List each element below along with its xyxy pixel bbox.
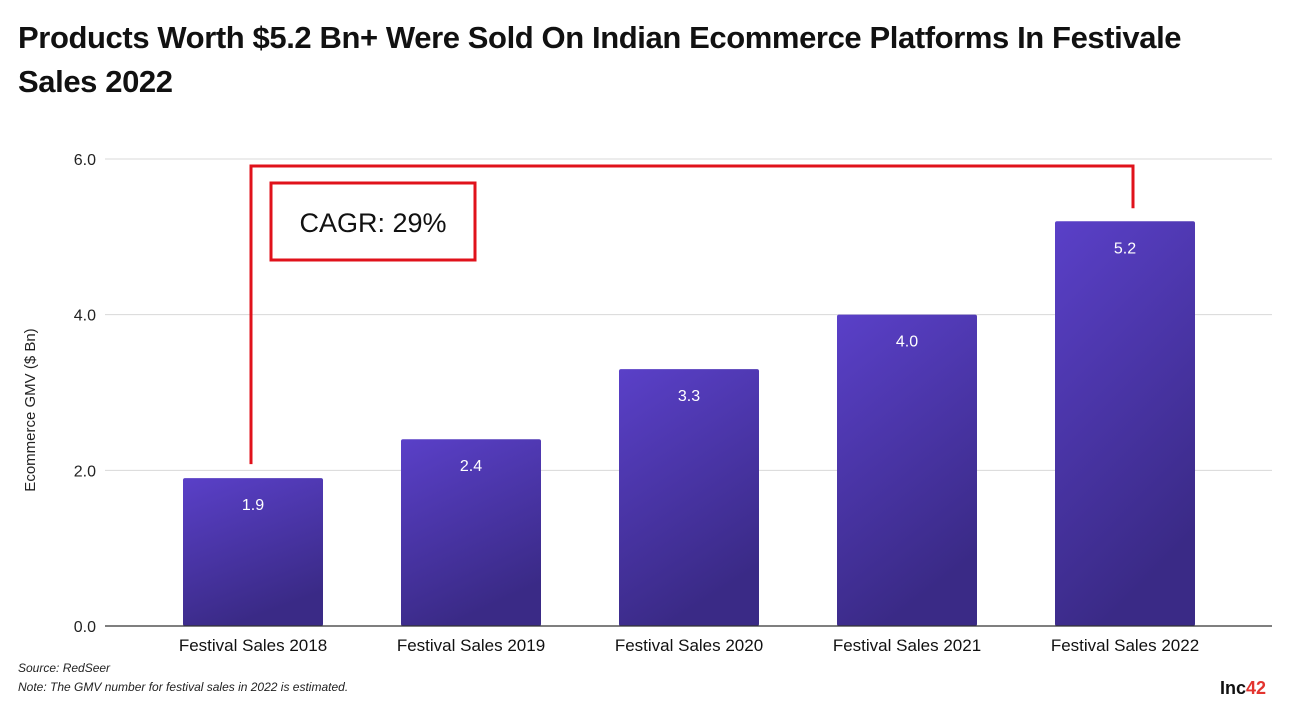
cagr-bracket-line [249,164,1135,465]
x-tick-label: Festival Sales 2022 [1051,636,1199,655]
brand-main: Inc [1220,678,1247,698]
brand-accent: 42 [1246,678,1267,698]
y-tick-label: 0.0 [74,619,96,636]
bar-value-label: 5.2 [1114,240,1136,257]
bar [183,478,323,626]
bars: 1.9 Festival Sales 2018 2.4 Festival Sales … [179,221,1199,655]
cagr-box [269,181,477,262]
cagr-annotation: CAGR: 29% [249,164,1135,465]
y-tick-label: 2.0 [74,463,96,480]
y-tick-label: 4.0 [74,308,96,325]
y-tick-label: 6.0 [74,152,96,169]
bar-value-label: 3.3 [678,388,700,405]
y-axis-ticks: 0.0 2.0 4.0 6.0 [74,152,96,636]
bar-value-label: 4.0 [896,334,918,351]
x-tick-label: Festival Sales 2018 [179,636,327,655]
x-tick-label: Festival Sales 2020 [615,636,763,655]
y-axis-label: Ecommerce GMV ($ Bn) [22,328,39,491]
x-tick-label: Festival Sales 2019 [397,636,545,655]
estimate-note: Note: The GMV number for festival sales … [18,680,349,694]
source-note: Source: RedSeer [18,661,111,675]
cagr-label: CAGR: 29% [299,208,446,238]
bar [401,439,541,626]
x-tick-label: Festival Sales 2021 [833,636,981,655]
brand-logo: Inc42 [1220,678,1266,699]
bar-value-label: 2.4 [460,458,482,475]
bar [837,314,977,626]
chart-title: Products Worth $5.2 Bn+ Were Sold On Ind… [18,20,1182,99]
bar [1055,221,1195,626]
bar [619,369,759,626]
bar-value-label: 1.9 [242,497,264,514]
